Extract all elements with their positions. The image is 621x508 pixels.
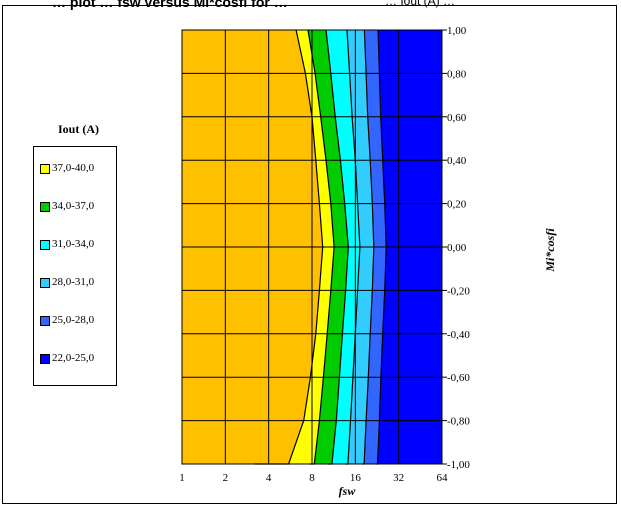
chart-frame	[2, 5, 617, 504]
x-tick-label: 64	[437, 472, 449, 484]
legend-swatch	[40, 164, 50, 174]
contour-line-28	[362, 29, 375, 465]
legend-swatch	[40, 278, 50, 288]
x-tick-label: 1	[179, 472, 185, 484]
axes: 1 2 4 8 16 32 64-1,00 -0,80 -0,60 -0,40 -0,20 0,00 0…	[179, 25, 557, 498]
y-axis-title: Mi*cosfi	[543, 228, 557, 273]
legend-label: 28,0-31,0	[52, 276, 95, 288]
legend-title: Iout (A)	[58, 122, 99, 136]
legend-label: 22,0-25,0	[52, 352, 95, 364]
x-tick-label: 8	[309, 472, 315, 484]
y-tick-label: 0,00	[447, 242, 467, 254]
legend-label: 31,0-34,0	[52, 238, 95, 250]
legend-swatch	[40, 354, 50, 364]
contour-line-25	[375, 29, 387, 465]
x-tick-label: 32	[393, 472, 404, 484]
legend-swatch	[40, 240, 50, 250]
contour-line-37	[307, 29, 335, 465]
x-tick-label: 2	[223, 472, 229, 484]
contour-line-31	[345, 29, 361, 465]
y-tick-label: 0,60	[447, 112, 467, 124]
legend: 37,0-40,0 34,0-37,0 31,0-34,0 28,0-31,0 25,0…	[33, 146, 117, 386]
legend-swatch	[40, 202, 50, 212]
contour-line-40	[254, 29, 324, 465]
y-tick-label: 0,40	[447, 155, 467, 167]
y-tick-label: -0,80	[447, 416, 470, 428]
x-axis-title: fsw	[339, 484, 357, 498]
y-tick-label: -0,40	[447, 329, 470, 341]
legend-swatch	[40, 316, 50, 326]
x-tick-label: 16	[350, 472, 362, 484]
y-tick-label: 1,00	[447, 25, 467, 37]
y-tick-label: -0,60	[447, 372, 470, 384]
y-tick-label: -0,20	[447, 285, 470, 297]
legend-label: 34,0-37,0	[52, 200, 95, 212]
contour-line-34	[325, 29, 349, 465]
y-tick-label: 0,20	[447, 199, 467, 211]
legend-label: 25,0-28,0	[52, 314, 95, 326]
contour-lines	[254, 29, 387, 465]
legend-label: 37,0-40,0	[52, 162, 95, 174]
chart-title-tail: … Iout (A) …	[385, 0, 456, 8]
y-tick-label: -1,00	[447, 459, 470, 471]
x-tick-label: 4	[266, 472, 272, 484]
y-tick-label: 0,80	[447, 68, 467, 80]
